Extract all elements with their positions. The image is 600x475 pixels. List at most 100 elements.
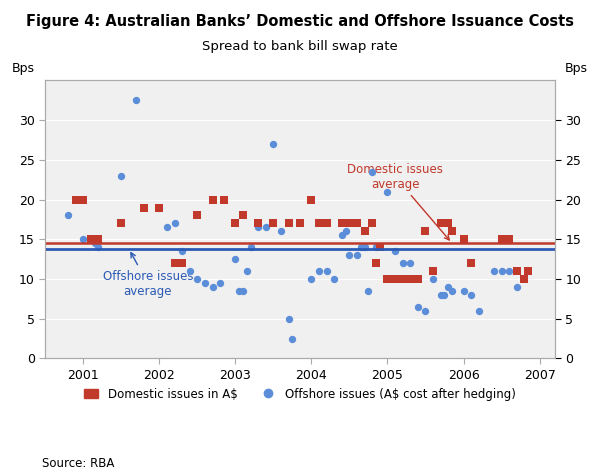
Point [520,275,529,283]
Point [448,228,457,235]
Point [440,219,449,227]
Point [497,267,506,275]
Point [284,219,293,227]
Point [307,196,316,203]
Point [155,204,164,211]
Point [94,236,103,243]
Point [230,256,240,263]
Point [421,307,430,314]
Point [242,267,251,275]
Point [497,236,506,243]
Text: Source: RBA: Source: RBA [42,457,115,470]
Point [413,303,422,311]
Point [162,224,172,231]
Text: Domestic issues
average: Domestic issues average [347,162,449,240]
Point [523,267,533,275]
Point [269,219,278,227]
Point [344,251,354,259]
Text: Bps: Bps [565,62,588,75]
Point [413,275,422,283]
Point [360,228,370,235]
Text: Figure 4: Australian Banks’ Domestic and Offshore Issuance Costs: Figure 4: Australian Banks’ Domestic and… [26,14,574,29]
Point [116,172,126,180]
Point [466,291,476,299]
Point [474,307,484,314]
Point [178,247,187,255]
Point [390,247,400,255]
Point [253,219,263,227]
Point [406,275,415,283]
Point [344,219,354,227]
Point [406,259,415,267]
Point [383,275,392,283]
Point [63,212,73,219]
Point [94,243,103,251]
Point [276,228,286,235]
Point [261,224,271,231]
Point [364,287,373,294]
Point [337,219,347,227]
Point [398,275,407,283]
Point [329,275,339,283]
Point [71,196,80,203]
Point [428,267,438,275]
Point [436,219,445,227]
Point [360,243,370,251]
Point [459,287,469,294]
Point [116,219,126,227]
Point [246,243,256,251]
Point [185,267,194,275]
Point [314,219,324,227]
Point [352,219,362,227]
Point [489,267,499,275]
Point [512,267,521,275]
Point [90,239,100,247]
Point [200,279,210,287]
Point [295,219,305,227]
Point [356,243,365,251]
Point [139,204,149,211]
Point [269,140,278,148]
Point [238,212,248,219]
Point [322,219,331,227]
Point [86,236,95,243]
Point [235,287,244,294]
Point [219,196,229,203]
Point [230,219,240,227]
Point [170,219,179,227]
Point [390,275,400,283]
Point [79,196,88,203]
Text: Offshore issues
average: Offshore issues average [103,253,193,298]
Point [421,228,430,235]
Point [215,279,225,287]
Point [341,228,350,235]
Point [375,243,385,251]
Point [170,259,179,267]
Point [307,275,316,283]
Text: Spread to bank bill swap rate: Spread to bank bill swap rate [202,40,398,53]
Point [253,224,263,231]
Point [79,236,88,243]
Legend: Domestic issues in A$, Offshore issues (A$ cost after hedging): Domestic issues in A$, Offshore issues (… [80,383,520,405]
Point [131,96,141,104]
Point [505,236,514,243]
Point [314,267,324,275]
Point [443,219,453,227]
Point [371,259,381,267]
Point [193,275,202,283]
Point [443,283,453,291]
Point [287,335,297,342]
Point [367,219,377,227]
Point [448,287,457,294]
Point [155,204,164,211]
Point [238,287,248,294]
Point [284,315,293,323]
Point [436,291,445,299]
Point [505,267,514,275]
Point [440,291,449,299]
Point [337,231,347,239]
Point [398,259,407,267]
Point [383,188,392,195]
Point [428,275,438,283]
Point [208,283,217,291]
